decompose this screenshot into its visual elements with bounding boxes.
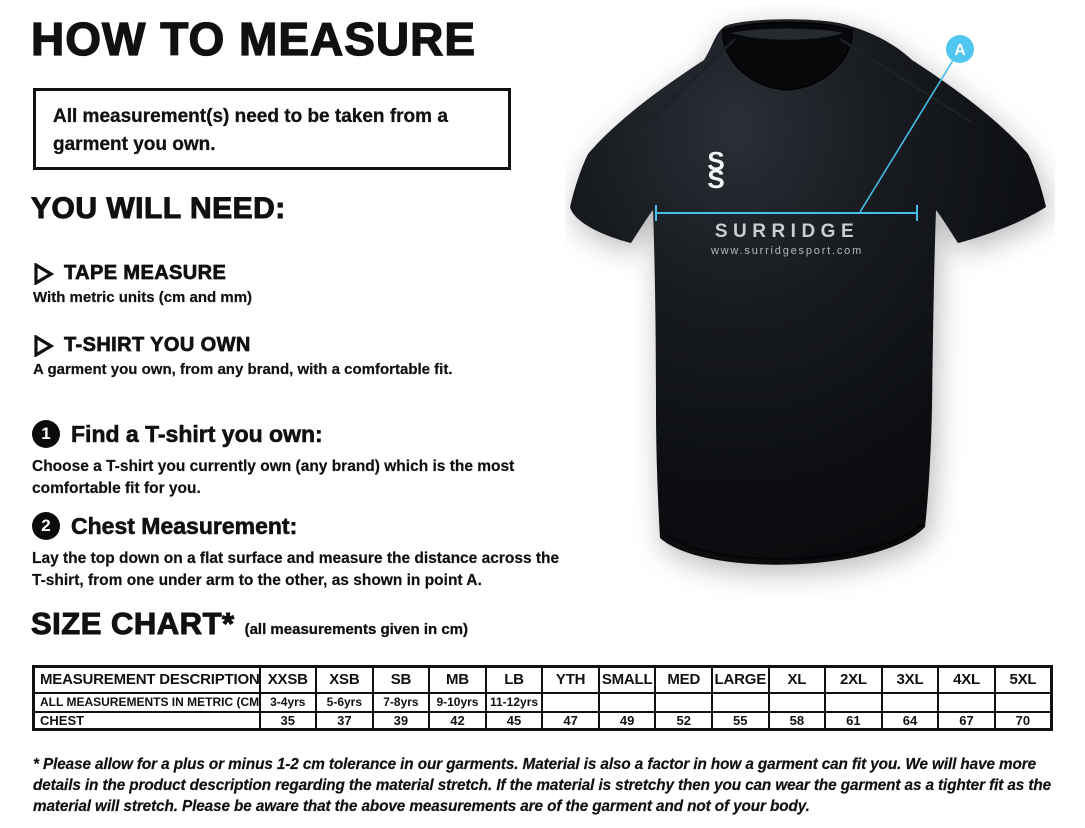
column-header: XL <box>767 665 827 694</box>
marker-a-badge <box>946 35 974 63</box>
table-cell: 42 <box>428 710 487 731</box>
tshirt-hem-seam <box>664 523 922 560</box>
play-triangle-icon <box>33 334 54 357</box>
page-title: HOW TO MEASURE <box>30 12 477 65</box>
step-number-badge: 2 <box>32 512 60 540</box>
tshirt-graphic: S S SURRIDGE www.surridgesport.com A <box>570 19 1046 565</box>
brand-website: www.surridgesport.com <box>710 245 863 257</box>
column-header: YTH <box>541 665 600 694</box>
chest-measure-line <box>655 205 918 221</box>
table-cell: 35 <box>258 710 318 731</box>
table-cell <box>711 691 770 713</box>
you-will-need-heading: YOU WILL NEED: <box>31 192 286 226</box>
table-cell: 45 <box>484 710 544 731</box>
step-title: Find a T-shirt you own: <box>71 420 323 447</box>
marker-a-label: A <box>954 42 966 59</box>
column-header: XXSB <box>258 665 318 694</box>
footnote: * Please allow for a plus or minus 1-2 c… <box>33 756 1051 815</box>
table-row: ALL MEASUREMENTS IN METRIC (CM) 3-4yrs 5-6… <box>32 691 1053 713</box>
column-header: MEASUREMENT DESCRIPTION <box>32 665 261 694</box>
table-cell: 61 <box>824 710 883 731</box>
table-row: CHEST 35 37 39 42 45 47 49 52 55 58 61 64 67 70 <box>32 710 1053 731</box>
table-cell <box>597 691 657 713</box>
size-chart-title: SIZE CHART* <box>31 606 235 642</box>
table-cell <box>824 691 883 713</box>
brand-logo-s-icon: S <box>707 164 724 194</box>
need-item-title: TAPE MEASURE <box>64 262 227 285</box>
brand-wordmark: SURRIDGE <box>715 221 859 242</box>
step-title: Chest Measurement: <box>71 512 298 539</box>
table-cell <box>880 691 940 713</box>
table-cell <box>541 691 600 713</box>
column-header: LARGE <box>711 665 770 694</box>
table-cell: 39 <box>371 710 431 731</box>
step-number-badge: 1 <box>32 420 60 448</box>
column-header: 4XL <box>937 665 996 694</box>
need-item-tshirt: T-SHIRT YOU OWN A garment you own, from … <box>33 334 453 378</box>
table-cell <box>767 691 827 713</box>
step-desc: Lay the top down on a flat surface and m… <box>32 550 560 589</box>
notice-box: All measurement(s) need to be taken from… <box>33 88 511 170</box>
step-chest-measurement: 2 Chest Measurement: Lay the top down on… <box>32 512 592 591</box>
table-cell: 55 <box>711 710 770 731</box>
tshirt-collar-inside <box>731 28 844 40</box>
column-header: SB <box>371 665 431 694</box>
table-cell: 47 <box>541 710 600 731</box>
need-item-desc: A garment you own, from any brand, with … <box>33 361 453 378</box>
table-cell: ALL MEASUREMENTS IN METRIC (CM) <box>32 691 261 713</box>
size-chart-table: MEASUREMENT DESCRIPTION XXSB XSB SB MB LB YTH S… <box>32 665 1053 731</box>
column-header: 3XL <box>880 665 940 694</box>
step-desc: Choose a T-shirt you currently own (any … <box>32 458 515 497</box>
table-cell: 37 <box>315 710 374 731</box>
table-cell: 70 <box>993 710 1053 731</box>
step-find-tshirt: 1 Find a T-shirt you own: Choose a T-shi… <box>32 420 592 499</box>
table-cell: 67 <box>937 710 996 731</box>
table-cell: 7-8yrs <box>371 691 431 713</box>
column-header: LB <box>484 665 544 694</box>
table-cell: 3-4yrs <box>258 691 318 713</box>
tshirt-body <box>570 19 1046 565</box>
table-cell: 58 <box>767 710 827 731</box>
table-cell: 9-10yrs <box>428 691 487 713</box>
table-cell <box>993 691 1053 713</box>
need-item-title: T-SHIRT YOU OWN <box>64 334 251 357</box>
tshirt-seam-right <box>839 37 972 124</box>
size-chart-units-note: (all measurements given in cm) <box>244 621 468 638</box>
table-cell <box>937 691 996 713</box>
tshirt-collar-opening <box>722 21 853 91</box>
table-cell: 52 <box>654 710 713 731</box>
column-header: XSB <box>315 665 374 694</box>
column-header: MED <box>654 665 713 694</box>
table-cell: 5-6yrs <box>315 691 374 713</box>
table-cell <box>654 691 713 713</box>
table-cell: 64 <box>880 710 940 731</box>
notice-text: All measurement(s) need to be taken from… <box>53 106 448 155</box>
tshirt-seam-left <box>646 38 736 125</box>
column-header: 2XL <box>824 665 883 694</box>
table-cell: 11-12yrs <box>484 691 544 713</box>
table-cell: 49 <box>597 710 657 731</box>
column-header: 5XL <box>993 665 1053 694</box>
size-chart-heading: SIZE CHART* (all measurements given in c… <box>31 606 469 642</box>
need-item-tape-measure: TAPE MEASURE With metric units (cm and m… <box>33 262 252 306</box>
column-header: MB <box>428 665 487 694</box>
play-triangle-icon <box>33 262 54 285</box>
need-item-desc: With metric units (cm and mm) <box>33 289 253 306</box>
brand-logo-s-icon: S <box>707 146 724 176</box>
table-cell: CHEST <box>32 710 261 731</box>
column-header: SMALL <box>597 665 657 694</box>
marker-leader-line <box>859 48 961 213</box>
